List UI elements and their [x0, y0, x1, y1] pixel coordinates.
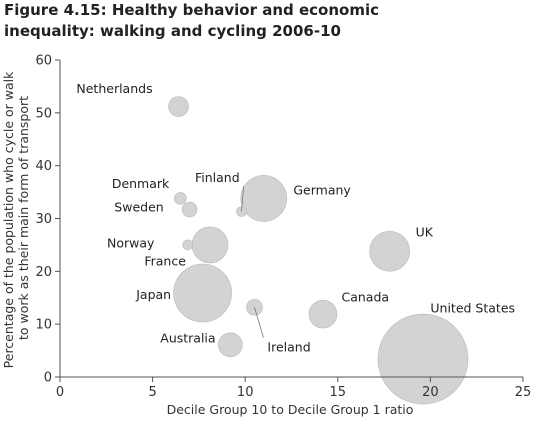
- x-axis-label: Decile Group 10 to Decile Group 1 ratio: [167, 402, 414, 417]
- label-denmark: Denmark: [112, 176, 170, 191]
- x-tick-label: 5: [148, 385, 156, 400]
- bubble-australia: [218, 332, 243, 358]
- bubble-japan: [173, 263, 232, 323]
- bubble-norway: [182, 239, 194, 251]
- x-tick-label: 10: [237, 385, 254, 400]
- chart-title: Figure 4.15: Healthy behavior and econom…: [4, 0, 534, 42]
- bubble-united-states: [377, 313, 469, 405]
- leader-line-finland: [241, 186, 245, 212]
- y-tick-label: 30: [35, 212, 52, 227]
- label-finland: Finland: [195, 170, 240, 185]
- label-germany: Germany: [293, 183, 351, 198]
- bubble-netherlands: [168, 96, 189, 117]
- axes-layer: 0 10 20 30 40 50 60 0 5 10 15 20 25: [35, 54, 531, 401]
- bubble-denmark: [174, 192, 187, 205]
- label-norway: Norway: [107, 236, 155, 251]
- labels-layer: Netherlands Denmark Sweden Finland Germany No…: [76, 81, 515, 355]
- y-axis-label: Percentage of the population who cycle o…: [1, 68, 31, 369]
- bubble-sweden: [181, 201, 198, 218]
- label-canada: Canada: [342, 289, 390, 304]
- label-australia: Australia: [160, 331, 215, 346]
- label-japan: Japan: [135, 287, 171, 302]
- y-axis-label-line-2: to work as their main form of transport: [16, 96, 31, 340]
- y-tick-label: 60: [35, 54, 52, 69]
- chart-title-line-2: inequality: walking and cycling 2006-10: [4, 22, 341, 40]
- x-tick-label: 25: [515, 385, 532, 400]
- x-tick-label: 20: [422, 385, 439, 400]
- y-tick-label: 10: [35, 318, 52, 333]
- x-tick-label: 0: [56, 385, 64, 400]
- bubble-france: [191, 226, 229, 264]
- bubbles-layer: [168, 96, 469, 405]
- y-tick-label: 40: [35, 159, 52, 174]
- label-united-states: United States: [430, 301, 515, 316]
- leader-line-ireland: [254, 307, 264, 338]
- x-tick-label: 15: [330, 385, 347, 400]
- bubble-canada: [308, 299, 338, 329]
- y-tick-label: 20: [35, 265, 52, 280]
- label-sweden: Sweden: [114, 200, 163, 215]
- y-tick-label: 50: [35, 106, 52, 121]
- bubble-uk: [369, 230, 410, 272]
- y-axis-label-line-1: Percentage of the population who cycle o…: [1, 71, 16, 368]
- chart-title-line-1: Figure 4.15: Healthy behavior and econom…: [4, 1, 379, 19]
- y-tick-label: 0: [44, 371, 52, 386]
- label-ireland: Ireland: [267, 340, 310, 355]
- label-uk: UK: [416, 224, 434, 239]
- label-france: France: [144, 254, 186, 269]
- bubble-germany: [240, 175, 288, 222]
- label-netherlands: Netherlands: [76, 81, 152, 96]
